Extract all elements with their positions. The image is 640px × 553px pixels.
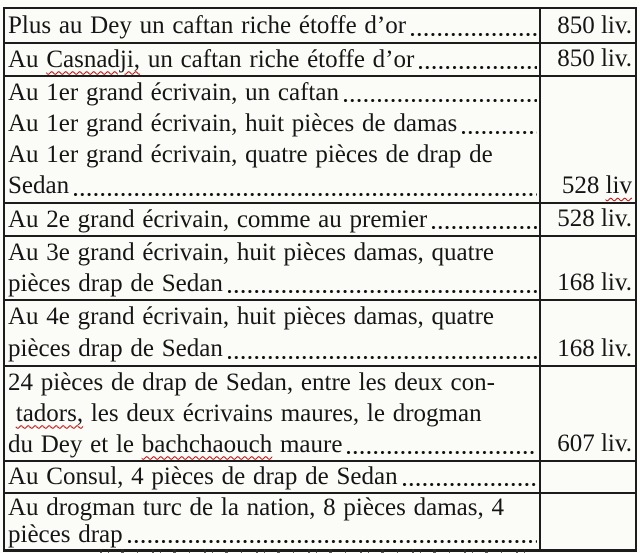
table-row: Au 2e grand écrivain, comme au premier 52… <box>5 202 635 235</box>
description-line: pièces drap de Sedan <box>8 268 539 299</box>
dotted-leader <box>227 290 537 293</box>
description-cell: Au 1er grand écrivain, un caftan Au 1er g… <box>5 77 539 202</box>
description-line: 24 pièces de drap de Sedan, entre les de… <box>8 367 539 398</box>
text-segment: pièces drap de Sedan <box>8 269 223 297</box>
description-line: Plus au Dey un caftan riche étoffe d’or <box>8 9 539 42</box>
dotted-leader <box>227 356 537 359</box>
table-row: Au Casnadji, un caftan riche étoffe d’or… <box>5 42 635 75</box>
description-cell: 24 pièces de drap de Sedan, entre les de… <box>5 367 539 460</box>
text-segment: du Dey et le <box>8 430 142 458</box>
amount-cell: 528 liv. <box>539 204 635 235</box>
amount-value: 607 liv. <box>557 430 632 457</box>
description-line: Sedan <box>8 171 539 202</box>
dotted-leader <box>402 483 537 486</box>
description-line: du Dey et le bachchaouch maure <box>8 429 539 460</box>
amount-value: 850 liv. <box>557 12 632 39</box>
amount-value: 850 liv. <box>557 45 632 72</box>
description-line: tadors, les deux écrivains maures, le dr… <box>8 398 539 429</box>
text-segment: Au 3e grand écrivain, huit pièces damas,… <box>8 238 495 266</box>
misspelled-word: bachchaouch <box>141 430 273 458</box>
amount-cell <box>539 462 635 492</box>
text-segment: Au drogman turc de la nation, 8 pièces d… <box>8 494 504 521</box>
table-row: Au 4e grand écrivain, huit pièces damas,… <box>5 299 635 365</box>
dotted-leader <box>462 130 537 134</box>
description-line: Au 1er grand écrivain, quatre pièces de … <box>8 140 539 171</box>
text-segment: Au 4e grand écrivain, huit pièces damas,… <box>8 303 495 330</box>
description-cell: Plus au Dey un caftan riche étoffe d’or <box>5 9 539 42</box>
description-line: Au 2e grand écrivain, comme au premier <box>8 204 539 235</box>
amount-cell: 168 liv. <box>539 237 635 299</box>
text-segment: pièces drap <box>8 521 123 549</box>
amount-value: 528 <box>561 172 606 199</box>
description-line: Au 1er grand écrivain, huit pièces de da… <box>8 108 539 139</box>
description-cell: Au Casnadji, un caftan riche étoffe d’or <box>5 44 539 75</box>
amount-cell: 850 liv. <box>539 44 635 75</box>
cropped-next-text-line <box>100 549 535 553</box>
description-cell: Au 2e grand écrivain, comme au premier <box>5 204 539 235</box>
table-row: Au 1er grand écrivain, un caftan Au 1er g… <box>5 75 635 202</box>
dotted-leader <box>419 66 537 69</box>
table-row: Au Consul, 4 pièces de drap de Sedan <box>5 460 635 492</box>
description-line: Au Casnadji, un caftan riche étoffe d’or <box>8 44 539 75</box>
dotted-leader <box>411 33 537 36</box>
table-row: Plus au Dey un caftan riche étoffe d’or 8… <box>5 9 635 42</box>
misspelled-word: Casnadji, <box>46 45 141 73</box>
table-row: Au drogman turc de la nation, 8 pièces d… <box>5 492 635 549</box>
text-segment: Au 1er grand écrivain, quatre pièces de … <box>8 141 493 169</box>
dotted-leader <box>432 226 537 229</box>
payments-table: Plus au Dey un caftan riche étoffe d’or 8… <box>3 7 637 552</box>
description-line: pièces drap <box>8 522 539 550</box>
description-line: pièces drap de Sedan <box>8 333 539 365</box>
text-segment: Au 1er grand écrivain, un caftan <box>8 78 339 106</box>
text-segment: 24 pièces de drap de Sedan, entre les de… <box>8 368 495 396</box>
amount-cell <box>539 494 635 549</box>
amount-value: 168 liv. <box>557 335 632 362</box>
text-segment: Au 1er grand écrivain, huit pièces de da… <box>8 109 458 137</box>
description-line: Au 1er grand écrivain, un caftan <box>8 77 539 108</box>
text-segment: Au 2e grand écrivain, comme au premier <box>8 205 428 233</box>
dotted-leader <box>74 193 537 196</box>
dotted-leader <box>127 540 537 543</box>
amount-cell: 528 liv <box>539 77 635 202</box>
description-line: Au drogman turc de la nation, 8 pièces d… <box>8 494 539 522</box>
dotted-leader <box>343 99 537 103</box>
text-segment <box>8 400 16 428</box>
amount-value: 168 liv. <box>557 269 632 296</box>
misspelled-word: liv <box>605 172 632 199</box>
text-segment: Au <box>8 45 47 73</box>
description-cell: Au 3e grand écrivain, huit pièces damas,… <box>5 237 539 299</box>
table-row: 24 pièces de drap de Sedan, entre les de… <box>5 365 635 460</box>
table-row: Au 3e grand écrivain, huit pièces damas,… <box>5 235 635 299</box>
amount-cell: 168 liv. <box>539 301 635 365</box>
text-segment: maure <box>272 430 343 458</box>
amount-cell: 607 liv. <box>539 367 635 460</box>
description-cell: Au drogman turc de la nation, 8 pièces d… <box>5 494 539 549</box>
text-segment: un caftan riche étoffe d’or <box>140 45 415 73</box>
description-line: Au 4e grand écrivain, huit pièces damas,… <box>8 301 539 333</box>
description-line: Au Consul, 4 pièces de drap de Sedan <box>8 462 539 492</box>
text-segment: les deux écrivains maures, le drogman <box>83 399 482 427</box>
amount-cell: 850 liv. <box>539 9 635 42</box>
text-segment: Sedan <box>8 172 70 200</box>
description-line: Au 3e grand écrivain, huit pièces damas,… <box>8 237 539 268</box>
description-cell: Au 4e grand écrivain, huit pièces damas,… <box>5 301 539 365</box>
text-segment: pièces drap de Sedan <box>8 335 223 362</box>
dotted-leader <box>347 451 537 454</box>
description-cell: Au Consul, 4 pièces de drap de Sedan <box>5 462 539 492</box>
amount-value: 528 liv. <box>557 205 632 232</box>
misspelled-word: tadors, <box>15 399 84 427</box>
text-segment: Au Consul, 4 pièces de drap de Sedan <box>8 463 398 490</box>
text-segment: Plus au Dey un caftan riche étoffe d’or <box>8 11 407 39</box>
